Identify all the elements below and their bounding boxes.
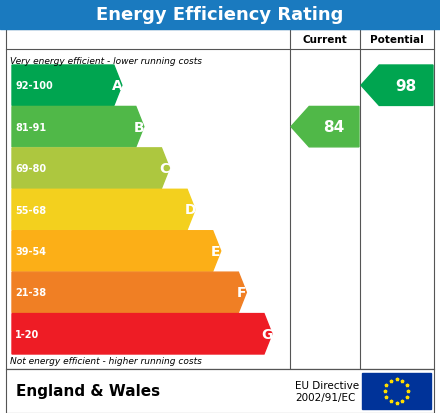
Text: Not energy efficient - higher running costs: Not energy efficient - higher running co… <box>10 356 202 365</box>
Text: 55-68: 55-68 <box>15 205 46 215</box>
Bar <box>6 30 434 369</box>
Polygon shape <box>12 149 169 189</box>
Text: E: E <box>211 244 220 258</box>
Text: 2002/91/EC: 2002/91/EC <box>295 392 356 402</box>
Text: 39-54: 39-54 <box>15 246 46 256</box>
Text: C: C <box>159 161 169 176</box>
Text: 69-80: 69-80 <box>15 164 46 173</box>
Text: Very energy efficient - lower running costs: Very energy efficient - lower running co… <box>10 57 202 66</box>
Text: 84: 84 <box>323 120 345 135</box>
Text: 92-100: 92-100 <box>15 81 53 91</box>
Bar <box>0 0 440 30</box>
Polygon shape <box>12 66 122 106</box>
Text: England & Wales: England & Wales <box>16 384 160 399</box>
Polygon shape <box>12 273 246 313</box>
Polygon shape <box>291 107 359 147</box>
Polygon shape <box>12 190 195 230</box>
Text: D: D <box>184 203 196 217</box>
Polygon shape <box>361 66 433 106</box>
Bar <box>6 369 434 413</box>
Text: Current: Current <box>303 35 347 45</box>
Polygon shape <box>12 314 272 354</box>
Text: 1-20: 1-20 <box>15 329 39 339</box>
Text: G: G <box>261 327 273 341</box>
Bar <box>362 373 431 409</box>
Polygon shape <box>12 231 221 271</box>
Text: Energy Efficiency Rating: Energy Efficiency Rating <box>96 6 344 24</box>
Text: 21-38: 21-38 <box>15 288 46 298</box>
Text: B: B <box>133 120 144 134</box>
Text: 81-91: 81-91 <box>15 122 46 132</box>
Polygon shape <box>12 107 144 147</box>
Text: Potential: Potential <box>370 35 424 45</box>
Text: EU Directive: EU Directive <box>295 380 359 390</box>
Text: 98: 98 <box>396 78 417 93</box>
Text: F: F <box>237 286 246 300</box>
Text: A: A <box>111 79 122 93</box>
